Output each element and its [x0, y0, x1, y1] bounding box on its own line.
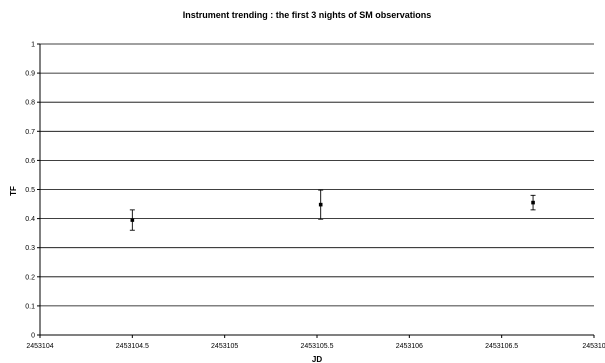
x-axis-ticks: 2453104 2453104.5 2453105 2453105.5 2453106 2… — [26, 335, 605, 350]
x-tick-label: 2453104 — [26, 343, 53, 350]
y-axis-label: TF — [9, 186, 18, 196]
y-axis-ticks: 0 0.1 0.2 0.3 0.4 0.5 0.6 0.7 0.8 0.9 1 — [25, 42, 40, 340]
x-tick-label: 245310 — [582, 343, 605, 350]
grid-lines — [39, 43, 594, 336]
y-tick-label: 0.6 — [25, 158, 35, 165]
y-tick-label: 0.5 — [25, 187, 35, 194]
data-point — [531, 200, 535, 205]
y-tick-label: 0.7 — [25, 129, 35, 136]
x-tick-label: 2453105.5 — [300, 343, 333, 350]
y-tick-label: 0.3 — [25, 245, 35, 252]
x-tick-label: 2453106.5 — [485, 343, 518, 350]
x-tick-label: 2453106 — [396, 343, 423, 350]
x-axis-label: JD — [312, 355, 322, 363]
y-tick-label: 0.9 — [25, 71, 35, 78]
chart-title: Instrument trending : the first 3 nights… — [183, 10, 432, 20]
data-point — [318, 202, 323, 207]
y-tick-label: 0.4 — [25, 216, 35, 223]
x-tick-label: 2453104.5 — [116, 343, 149, 350]
x-tick-label: 2453105 — [211, 343, 238, 350]
y-tick-label: 0.8 — [25, 100, 35, 107]
y-tick-label: 0 — [31, 333, 35, 340]
y-tick-label: 0.1 — [25, 303, 35, 310]
y-tick-label: 0.2 — [25, 274, 35, 281]
data-points — [129, 189, 536, 231]
data-point — [130, 218, 135, 222]
y-tick-label: 1 — [31, 42, 35, 49]
